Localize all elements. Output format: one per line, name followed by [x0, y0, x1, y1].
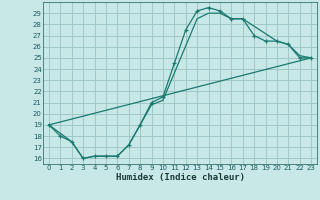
X-axis label: Humidex (Indice chaleur): Humidex (Indice chaleur)	[116, 173, 244, 182]
